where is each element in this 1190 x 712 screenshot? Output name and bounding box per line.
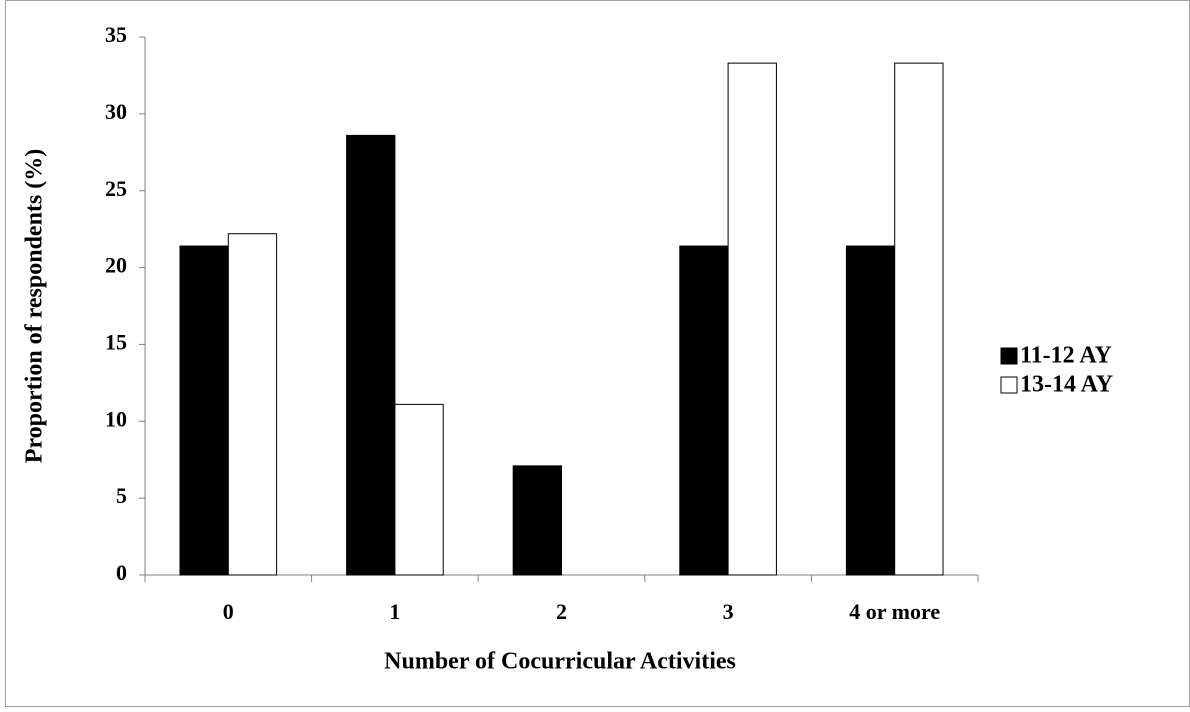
bar (394, 403, 444, 576)
x-tick-label: 2 (556, 599, 567, 624)
y-tick-label: 30 (105, 99, 127, 124)
legend-swatch (1000, 376, 1018, 394)
y-axis-title: Proportion of respondents (%) (22, 149, 48, 463)
x-tick-label: 3 (723, 599, 734, 624)
bar (845, 245, 896, 576)
y-tick-label: 15 (105, 329, 127, 354)
bar (512, 465, 562, 576)
y-tick-label: 35 (105, 22, 127, 47)
bar (179, 245, 229, 576)
y-tick-label: 0 (116, 560, 127, 585)
y-tick-label: 10 (105, 406, 127, 431)
bar (346, 134, 396, 576)
bar (227, 233, 278, 576)
bar (679, 245, 729, 576)
legend-label: 13-14 AY (1020, 372, 1113, 398)
x-axis-title: Number of Cocurricular Activities (384, 649, 736, 675)
y-tick-label: 25 (105, 176, 127, 201)
x-tick-label: 0 (223, 599, 234, 624)
x-tick-label: 4 or more (849, 599, 940, 624)
legend-label: 11-12 AY (1020, 343, 1112, 369)
bar (894, 62, 944, 576)
legend-swatch (1000, 347, 1018, 365)
y-tick-label: 5 (116, 483, 127, 508)
y-tick-label: 20 (105, 253, 127, 278)
x-tick-label: 1 (389, 599, 400, 624)
bar (727, 62, 777, 576)
